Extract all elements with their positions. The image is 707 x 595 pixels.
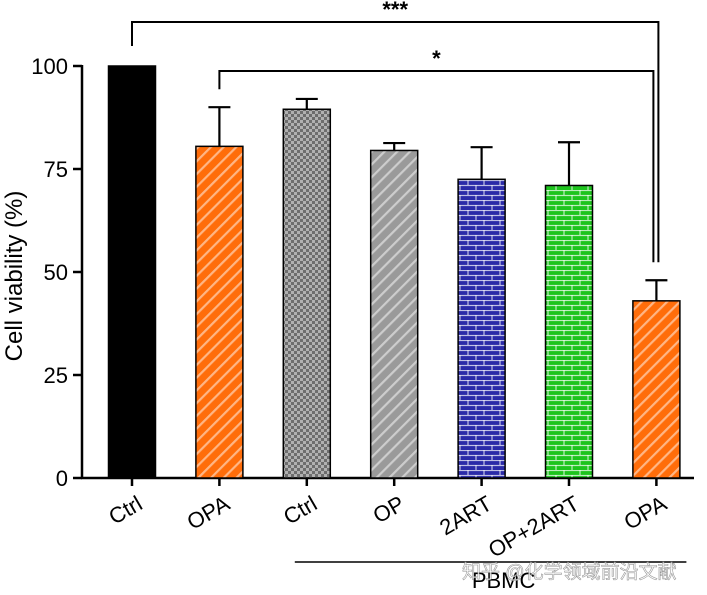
bar bbox=[632, 300, 681, 479]
error-bar bbox=[208, 106, 231, 147]
y-tick-label: 50 bbox=[44, 260, 68, 285]
x-tick-label: 2ART bbox=[435, 491, 496, 541]
bar bbox=[282, 108, 332, 479]
group-label: PBMC bbox=[472, 568, 536, 593]
watermark: 知乎 @化学领域前沿文献 bbox=[462, 561, 677, 583]
y-tick-label: 100 bbox=[31, 54, 68, 79]
bar bbox=[195, 145, 244, 479]
error-bar bbox=[645, 279, 668, 301]
bar bbox=[544, 184, 594, 479]
significance-label: *** bbox=[382, 0, 408, 22]
y-tick-label: 25 bbox=[44, 363, 68, 388]
bar bbox=[457, 178, 506, 479]
y-tick-label: 0 bbox=[56, 466, 68, 491]
significance-bracket bbox=[218, 70, 655, 263]
y-axis-label: Cell viability (%) bbox=[1, 191, 28, 362]
significance-label: * bbox=[432, 46, 441, 71]
x-tick-label: OP+2ART bbox=[484, 491, 584, 563]
error-bar bbox=[558, 141, 580, 186]
bar bbox=[107, 65, 157, 479]
error-bar bbox=[470, 146, 493, 180]
x-tick-label: Ctrl bbox=[104, 491, 146, 530]
x-tick-label: OPA bbox=[183, 491, 235, 535]
significance-bracket bbox=[131, 21, 660, 263]
y-tick-label: 75 bbox=[44, 157, 68, 182]
bar bbox=[369, 149, 419, 479]
error-bar bbox=[383, 141, 406, 151]
x-tick-label: OPA bbox=[620, 491, 672, 535]
error-bar bbox=[295, 97, 318, 110]
x-tick-label: Ctrl bbox=[279, 491, 321, 530]
x-tick-label: OP bbox=[369, 491, 409, 529]
